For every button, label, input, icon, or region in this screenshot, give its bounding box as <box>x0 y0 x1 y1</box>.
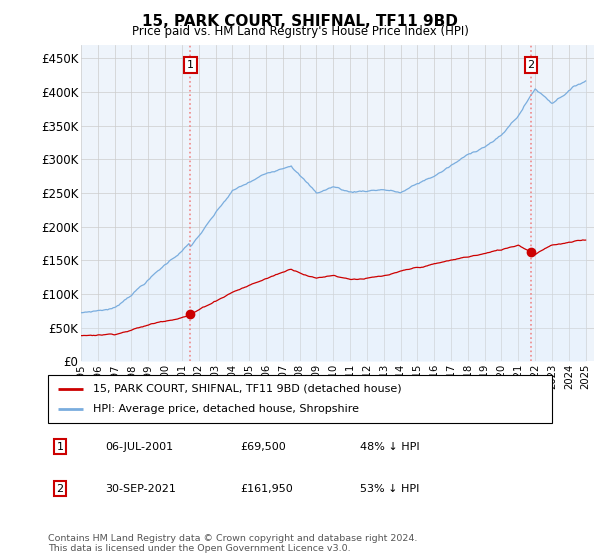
Text: 1: 1 <box>187 60 194 70</box>
Text: 30-SEP-2021: 30-SEP-2021 <box>105 484 176 493</box>
Text: 2: 2 <box>56 484 64 493</box>
Text: 1: 1 <box>56 442 64 451</box>
Text: £161,950: £161,950 <box>240 484 293 493</box>
Text: HPI: Average price, detached house, Shropshire: HPI: Average price, detached house, Shro… <box>94 404 359 414</box>
Text: 53% ↓ HPI: 53% ↓ HPI <box>360 484 419 493</box>
Text: 2: 2 <box>527 60 535 70</box>
Text: 48% ↓ HPI: 48% ↓ HPI <box>360 442 419 451</box>
Text: 06-JUL-2001: 06-JUL-2001 <box>105 442 173 451</box>
Text: £69,500: £69,500 <box>240 442 286 451</box>
Text: 15, PARK COURT, SHIFNAL, TF11 9BD (detached house): 15, PARK COURT, SHIFNAL, TF11 9BD (detac… <box>94 384 402 394</box>
Text: Contains HM Land Registry data © Crown copyright and database right 2024.
This d: Contains HM Land Registry data © Crown c… <box>48 534 418 553</box>
Text: 15, PARK COURT, SHIFNAL, TF11 9BD: 15, PARK COURT, SHIFNAL, TF11 9BD <box>142 14 458 29</box>
Text: Price paid vs. HM Land Registry's House Price Index (HPI): Price paid vs. HM Land Registry's House … <box>131 25 469 38</box>
